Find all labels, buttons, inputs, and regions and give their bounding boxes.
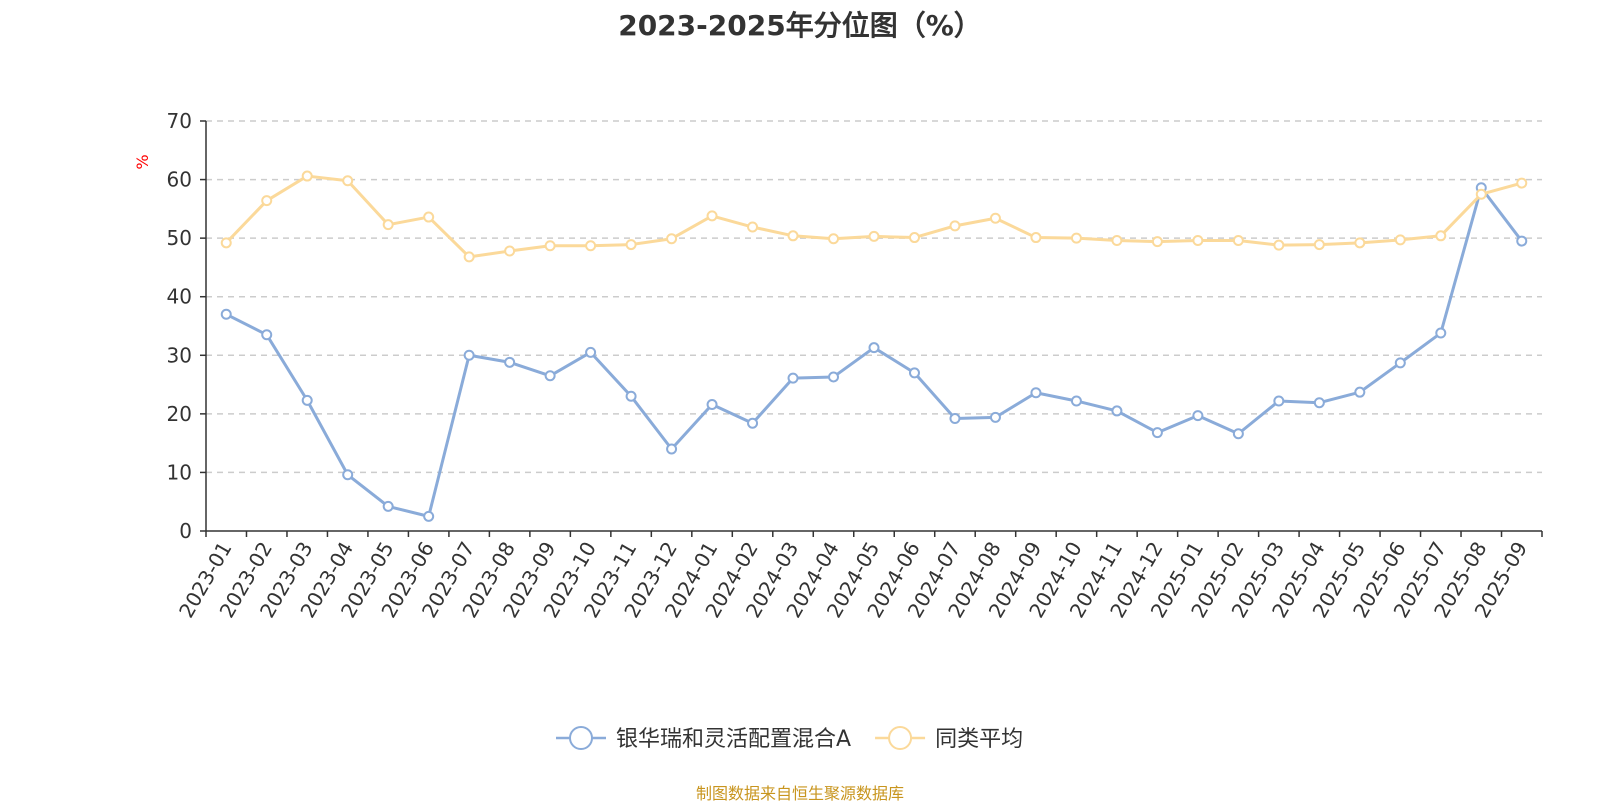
data-point[interactable] bbox=[828, 233, 840, 245]
y-tick-label: 10 bbox=[167, 460, 192, 484]
legend-circle-marker bbox=[569, 726, 593, 750]
data-point[interactable] bbox=[504, 245, 516, 257]
data-point[interactable] bbox=[1313, 239, 1325, 251]
data-point[interactable] bbox=[1030, 387, 1042, 399]
legend-item-fund[interactable]: 银华瑞和灵活配置混合A bbox=[556, 726, 851, 752]
data-point[interactable] bbox=[1435, 230, 1447, 242]
data-point[interactable] bbox=[544, 240, 556, 252]
data-point[interactable] bbox=[787, 230, 799, 242]
data-point[interactable] bbox=[747, 417, 759, 429]
grid-lines bbox=[206, 120, 1542, 474]
chart-title: 2023-2025年分位图（%） bbox=[618, 9, 982, 42]
data-point[interactable] bbox=[1070, 395, 1082, 407]
data-point[interactable] bbox=[787, 372, 799, 384]
data-point[interactable] bbox=[1516, 235, 1528, 247]
data-point[interactable] bbox=[463, 349, 475, 361]
data-point[interactable] bbox=[463, 251, 475, 263]
data-point[interactable] bbox=[908, 232, 920, 244]
data-point[interactable] bbox=[1192, 234, 1204, 246]
data-point[interactable] bbox=[261, 195, 273, 207]
y-tick-label: 60 bbox=[167, 168, 192, 192]
data-point[interactable] bbox=[423, 211, 435, 223]
y-tick-label: 40 bbox=[167, 285, 192, 309]
data-point[interactable] bbox=[382, 500, 394, 512]
data-point[interactable] bbox=[706, 398, 718, 410]
y-axis-unit-label: % bbox=[133, 154, 152, 169]
data-point[interactable] bbox=[1192, 410, 1204, 422]
data-point[interactable] bbox=[1111, 234, 1123, 246]
y-tick-label: 70 bbox=[167, 109, 192, 133]
legend-label: 银华瑞和灵活配置混合A bbox=[616, 727, 851, 752]
data-point[interactable] bbox=[1070, 232, 1082, 244]
data-point[interactable] bbox=[1394, 234, 1406, 246]
data-point[interactable] bbox=[585, 346, 597, 358]
data-point[interactable] bbox=[1030, 232, 1042, 244]
data-point[interactable] bbox=[220, 237, 232, 249]
legend-item-peer-average[interactable]: 同类平均 bbox=[875, 726, 1023, 752]
data-point[interactable] bbox=[382, 219, 394, 231]
series-line bbox=[225, 174, 1523, 259]
legend[interactable]: 银华瑞和灵活配置混合A 同类平均 bbox=[556, 726, 1023, 752]
data-point[interactable] bbox=[666, 443, 678, 455]
data-point[interactable] bbox=[666, 233, 678, 245]
data-point[interactable] bbox=[1232, 234, 1244, 246]
y-tick-label: 30 bbox=[167, 343, 192, 367]
data-point[interactable] bbox=[1516, 177, 1528, 189]
data-point[interactable] bbox=[828, 371, 840, 383]
data-point[interactable] bbox=[301, 394, 313, 406]
data-point[interactable] bbox=[261, 329, 273, 341]
data-point[interactable] bbox=[908, 367, 920, 379]
data-point[interactable] bbox=[747, 221, 759, 233]
data-point[interactable] bbox=[1475, 188, 1487, 200]
data-point[interactable] bbox=[423, 510, 435, 522]
data-source-note: 制图数据来自恒生聚源数据库 bbox=[695, 784, 904, 803]
data-point[interactable] bbox=[301, 170, 313, 182]
data-point[interactable] bbox=[1313, 397, 1325, 409]
y-tick-label: 50 bbox=[167, 226, 192, 250]
series-peer-average bbox=[220, 170, 1528, 263]
data-point[interactable] bbox=[220, 308, 232, 320]
y-tick-label: 0 bbox=[179, 519, 192, 543]
data-point[interactable] bbox=[1394, 357, 1406, 369]
data-point[interactable] bbox=[1354, 237, 1366, 249]
data-point[interactable] bbox=[868, 230, 880, 242]
data-point[interactable] bbox=[1151, 236, 1163, 248]
data-point[interactable] bbox=[544, 370, 556, 382]
legend-label: 同类平均 bbox=[935, 727, 1023, 752]
series-layer bbox=[220, 170, 1528, 522]
data-point[interactable] bbox=[868, 342, 880, 354]
data-point[interactable] bbox=[1232, 428, 1244, 440]
axes: 0102030405060702023-012023-022023-032023… bbox=[167, 109, 1543, 622]
data-point[interactable] bbox=[949, 413, 961, 425]
data-point[interactable] bbox=[625, 390, 637, 402]
data-point[interactable] bbox=[1273, 395, 1285, 407]
data-point[interactable] bbox=[342, 175, 354, 187]
data-point[interactable] bbox=[1435, 327, 1447, 339]
data-point[interactable] bbox=[504, 356, 516, 368]
data-point[interactable] bbox=[989, 212, 1001, 224]
data-point[interactable] bbox=[342, 469, 354, 481]
data-point[interactable] bbox=[1354, 386, 1366, 398]
data-point[interactable] bbox=[706, 210, 718, 222]
legend-circle-marker bbox=[888, 726, 913, 750]
y-tick-label: 20 bbox=[167, 402, 192, 426]
data-point[interactable] bbox=[1151, 427, 1163, 439]
data-point[interactable] bbox=[949, 220, 961, 232]
data-point[interactable] bbox=[625, 239, 637, 251]
data-point[interactable] bbox=[1111, 405, 1123, 417]
data-point[interactable] bbox=[989, 411, 1001, 423]
data-point[interactable] bbox=[585, 240, 597, 252]
data-point[interactable] bbox=[1273, 239, 1285, 251]
